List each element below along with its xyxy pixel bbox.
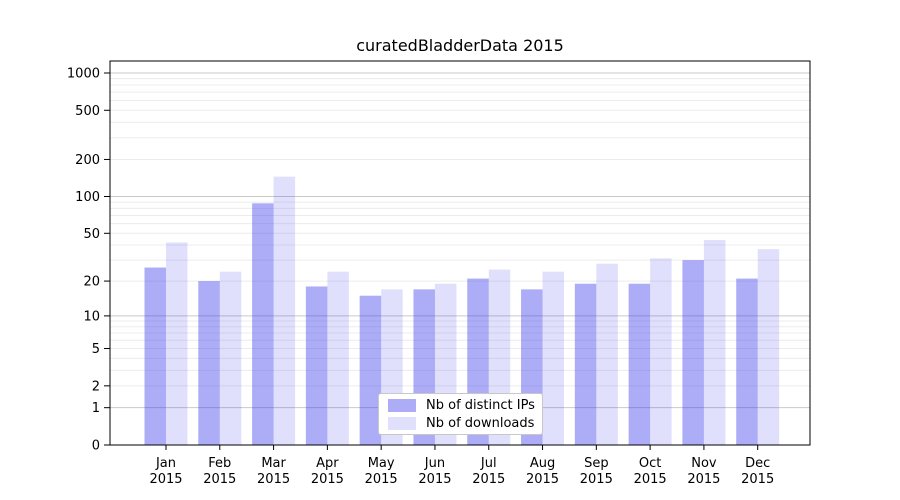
x-tick-label-month-aug-2015: Aug bbox=[530, 456, 555, 471]
y-tick-label-50: 50 bbox=[83, 227, 100, 242]
x-tick-label-month-apr-2015: Apr bbox=[316, 456, 339, 471]
bar-nb-of-distinct-ips-apr-2015 bbox=[305, 286, 328, 445]
bar-nb-of-distinct-ips-oct-2015 bbox=[628, 283, 651, 445]
x-tick-label-year-sep-2015: 2015 bbox=[580, 472, 613, 487]
legend-entry-distinct-ips: Nb of distinct IPs bbox=[388, 398, 542, 413]
x-tick-label-month-feb-2015: Feb bbox=[208, 456, 231, 471]
legend-swatch-downloads bbox=[388, 416, 416, 430]
x-tick-label-month-jan-2015: Jan bbox=[155, 456, 176, 471]
x-tick-label-year-oct-2015: 2015 bbox=[634, 472, 667, 487]
x-tick-label-year-nov-2015: 2015 bbox=[687, 472, 720, 487]
bar-nb-of-distinct-ips-nov-2015 bbox=[682, 260, 704, 445]
x-tick-label-month-dec-2015: Dec bbox=[745, 456, 770, 471]
x-tick-label-year-mar-2015: 2015 bbox=[257, 472, 290, 487]
legend-entry-downloads: Nb of downloads bbox=[388, 416, 542, 431]
bar-nb-of-distinct-ips-feb-2015 bbox=[198, 281, 220, 445]
legend-label-downloads: Nb of downloads bbox=[426, 415, 535, 431]
x-tick-label-month-nov-2015: Nov bbox=[691, 456, 717, 471]
legend-label-distinct-ips: Nb of distinct IPs bbox=[426, 397, 535, 413]
bar-nb-of-downloads-sep-2015 bbox=[596, 263, 618, 445]
x-tick-label-month-mar-2015: Mar bbox=[261, 456, 286, 471]
x-tick-label-year-jan-2015: 2015 bbox=[149, 472, 182, 487]
y-tick-label-20: 20 bbox=[83, 275, 100, 290]
x-tick-label-year-may-2015: 2015 bbox=[365, 472, 398, 487]
bar-nb-of-downloads-nov-2015 bbox=[703, 240, 726, 445]
y-tick-label-1: 1 bbox=[92, 401, 100, 416]
y-tick-label-5: 5 bbox=[92, 342, 100, 357]
y-tick-label-200: 200 bbox=[75, 153, 100, 168]
x-tick-label-month-jun-2015: Jun bbox=[424, 456, 445, 471]
x-tick-label-year-apr-2015: 2015 bbox=[311, 472, 344, 487]
legend: Nb of distinct IPs Nb of downloads bbox=[378, 393, 543, 435]
x-tick-label-month-oct-2015: Oct bbox=[639, 456, 661, 471]
x-tick-label-year-dec-2015: 2015 bbox=[741, 472, 774, 487]
y-tick-label-0: 0 bbox=[92, 439, 100, 454]
chart-title: curatedBladderData 2015 bbox=[356, 36, 564, 55]
bar-nb-of-distinct-ips-mar-2015 bbox=[252, 203, 274, 445]
y-tick-label-10: 10 bbox=[83, 309, 100, 324]
x-tick-label-year-feb-2015: 2015 bbox=[203, 472, 236, 487]
bar-nb-of-downloads-feb-2015 bbox=[219, 271, 242, 445]
x-tick-label-month-sep-2015: Sep bbox=[584, 456, 609, 471]
x-tick-label-year-jul-2015: 2015 bbox=[472, 472, 505, 487]
bar-nb-of-distinct-ips-dec-2015 bbox=[736, 278, 758, 445]
x-tick-label-month-may-2015: May bbox=[368, 456, 395, 471]
bar-nb-of-distinct-ips-jan-2015 bbox=[144, 267, 166, 445]
bar-nb-of-downloads-oct-2015 bbox=[650, 258, 672, 445]
bar-nb-of-downloads-jan-2015 bbox=[166, 242, 188, 445]
y-tick-label-2: 2 bbox=[92, 379, 100, 394]
x-tick-label-year-aug-2015: 2015 bbox=[526, 472, 559, 487]
y-tick-label-100: 100 bbox=[75, 190, 100, 205]
x-tick-label-year-jun-2015: 2015 bbox=[418, 472, 451, 487]
bar-nb-of-downloads-dec-2015 bbox=[757, 249, 780, 445]
y-tick-label-500: 500 bbox=[75, 104, 100, 119]
bar-nb-of-distinct-ips-sep-2015 bbox=[574, 283, 597, 445]
bar-nb-of-downloads-aug-2015 bbox=[542, 271, 565, 445]
bar-nb-of-distinct-ips-may-2015 bbox=[359, 295, 382, 445]
legend-swatch-distinct-ips bbox=[388, 398, 416, 412]
bar-nb-of-downloads-mar-2015 bbox=[273, 176, 296, 445]
axes-frame bbox=[109, 60, 811, 446]
y-tick-label-1000: 1000 bbox=[67, 67, 100, 82]
x-tick-label-month-jul-2015: Jul bbox=[480, 456, 497, 471]
bar-nb-of-downloads-apr-2015 bbox=[327, 271, 349, 445]
